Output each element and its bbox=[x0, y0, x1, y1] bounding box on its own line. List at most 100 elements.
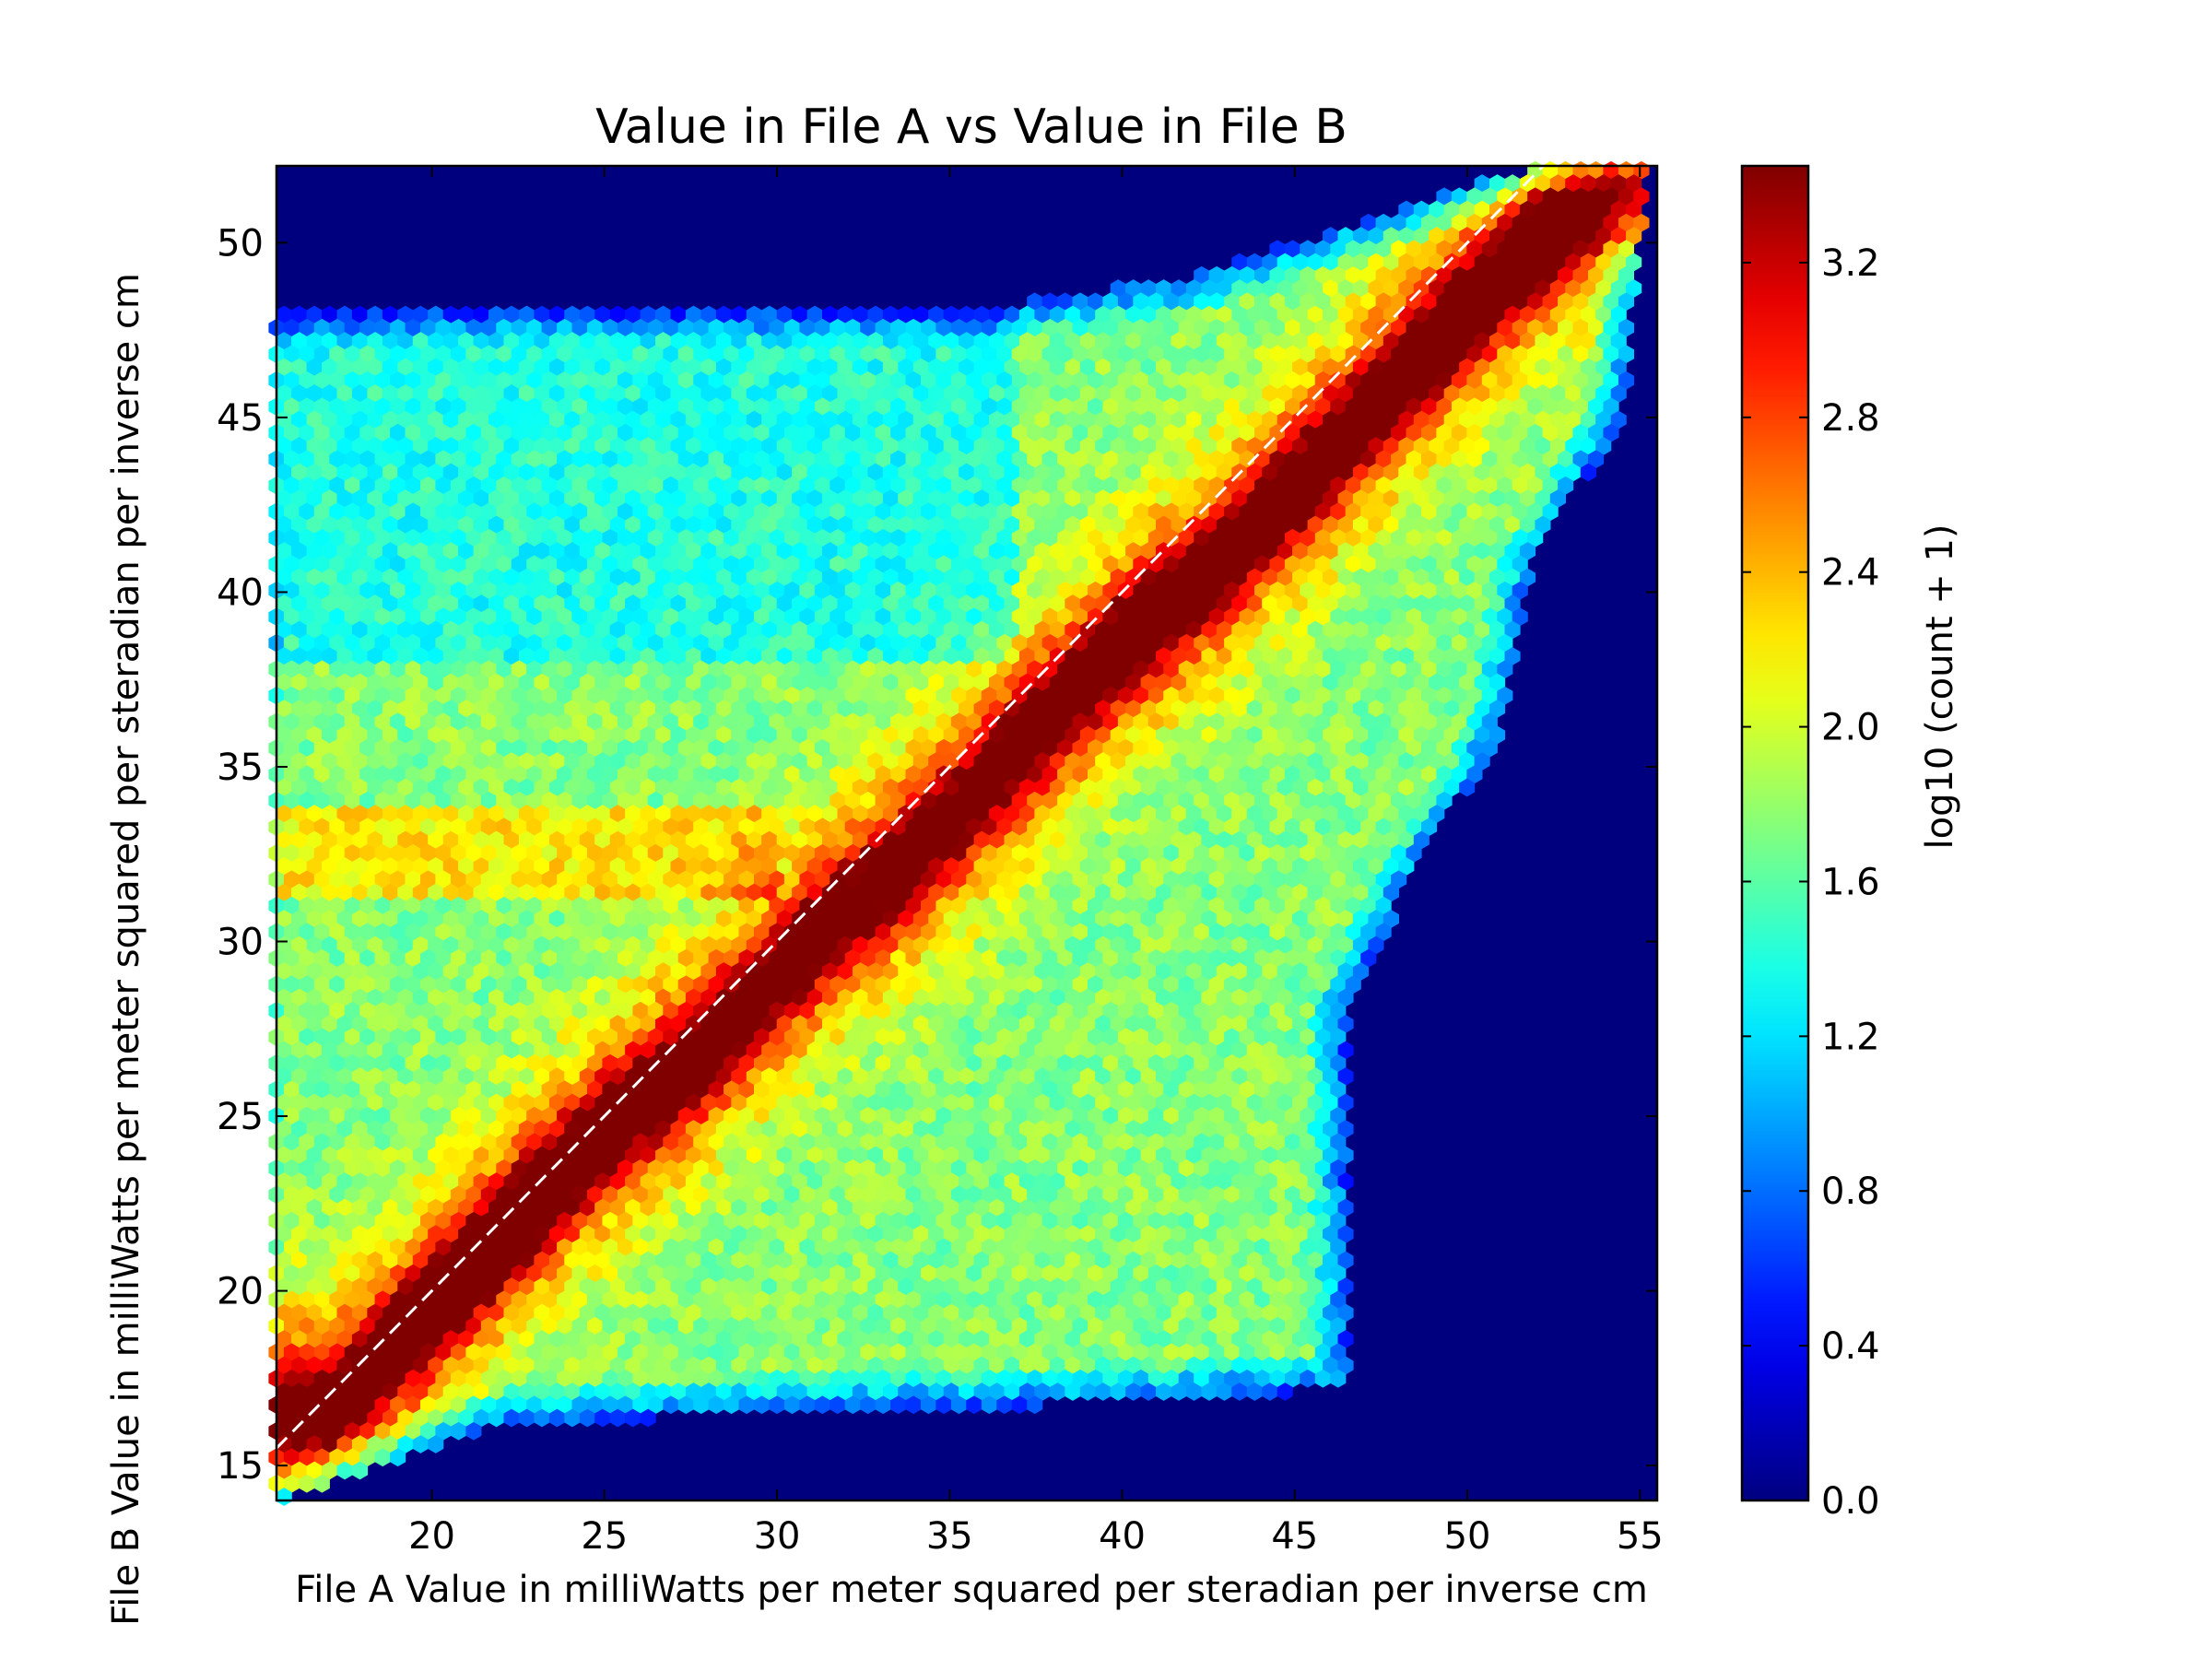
hex-cell bbox=[921, 476, 937, 495]
hex-cell bbox=[1300, 423, 1316, 442]
hex-cell bbox=[1406, 240, 1422, 259]
hex-cell bbox=[442, 384, 459, 403]
hex-cell bbox=[837, 437, 853, 455]
hex-cell bbox=[329, 397, 346, 417]
hex-cell bbox=[1527, 187, 1544, 206]
hex-cell bbox=[715, 489, 732, 508]
hex-cell bbox=[564, 384, 581, 403]
hex-cell bbox=[1300, 318, 1316, 337]
hex-cell bbox=[1208, 318, 1225, 337]
hex-cell bbox=[677, 423, 694, 442]
hex-cell bbox=[442, 410, 459, 429]
hex-cell bbox=[1542, 476, 1559, 495]
hex-cell bbox=[731, 410, 747, 429]
hex-cell bbox=[1549, 410, 1566, 429]
hex-cell bbox=[1072, 318, 1088, 337]
hex-cell bbox=[1618, 292, 1634, 312]
hex-cell bbox=[806, 437, 823, 455]
hex-cell bbox=[1368, 332, 1384, 350]
hex-cell bbox=[632, 476, 649, 495]
hex-cell bbox=[905, 371, 922, 390]
hex-cell bbox=[1269, 476, 1286, 495]
hex-cell bbox=[1474, 253, 1490, 272]
hex-cell bbox=[465, 397, 482, 417]
hex-cell bbox=[647, 476, 664, 495]
hex-cell bbox=[1398, 437, 1415, 455]
hex-cell bbox=[1382, 358, 1399, 377]
hex-cell bbox=[837, 305, 853, 324]
hex-cell bbox=[1254, 318, 1271, 337]
hex-cell bbox=[822, 305, 839, 324]
hex-cell bbox=[1171, 463, 1187, 482]
hex-cell bbox=[1429, 358, 1445, 377]
hex-cell bbox=[480, 450, 497, 469]
hex-cell bbox=[534, 305, 550, 324]
hex-cell bbox=[1375, 397, 1392, 417]
hex-cell bbox=[291, 332, 308, 350]
hex-cell bbox=[1421, 265, 1438, 285]
hex-cell bbox=[1323, 410, 1339, 429]
hex-cell bbox=[792, 489, 808, 508]
hex-cell bbox=[1345, 265, 1361, 285]
hex-cell bbox=[738, 476, 755, 495]
hex-cell bbox=[950, 397, 967, 417]
hex-cell bbox=[617, 397, 633, 417]
hex-cell bbox=[336, 332, 353, 350]
hex-cell bbox=[783, 450, 800, 469]
hex-cell bbox=[1527, 213, 1544, 232]
hex-cell bbox=[1307, 437, 1324, 455]
hex-cell bbox=[1421, 476, 1438, 495]
hex-cell bbox=[1481, 318, 1498, 337]
hex-cell bbox=[1262, 384, 1278, 403]
hex-cell bbox=[306, 489, 323, 508]
hex-cell bbox=[1535, 384, 1551, 403]
hex-cell bbox=[579, 305, 595, 324]
hex-cell bbox=[693, 450, 710, 469]
hex-cell bbox=[1254, 423, 1271, 442]
hex-cell bbox=[1231, 437, 1248, 455]
hex-cell bbox=[390, 318, 406, 337]
hex-cell bbox=[746, 463, 762, 482]
hex-cell bbox=[1481, 371, 1498, 390]
hex-cell bbox=[1072, 371, 1088, 390]
hex-cell bbox=[1588, 423, 1605, 442]
hex-cell bbox=[1459, 410, 1476, 429]
hex-cell bbox=[1088, 476, 1104, 495]
hex-cell bbox=[799, 423, 816, 442]
hex-cell bbox=[1072, 476, 1088, 495]
hex-cell bbox=[989, 410, 1006, 429]
hex-cell bbox=[541, 371, 558, 390]
hex-cell bbox=[1208, 371, 1225, 390]
hex-cell bbox=[1443, 253, 1460, 272]
hex-cell bbox=[541, 476, 558, 495]
hex-cell bbox=[837, 332, 853, 350]
hex-cell bbox=[1262, 437, 1278, 455]
hex-cell bbox=[526, 318, 543, 337]
hex-cell bbox=[351, 437, 369, 455]
hex-cell bbox=[1300, 240, 1316, 259]
hex-cell bbox=[830, 318, 846, 337]
hex-cell bbox=[534, 489, 550, 508]
hex-cell bbox=[746, 384, 762, 403]
hex-cell bbox=[1542, 345, 1559, 364]
hex-cell bbox=[299, 345, 315, 364]
hex-cell bbox=[1558, 371, 1574, 390]
hex-cell bbox=[571, 450, 588, 469]
hex-cell bbox=[746, 305, 762, 324]
hex-cell bbox=[1443, 227, 1460, 245]
hex-cell bbox=[670, 384, 687, 403]
hex-cell bbox=[625, 358, 641, 377]
hex-cell bbox=[306, 305, 323, 324]
hex-cell bbox=[1345, 423, 1361, 442]
hex-cell bbox=[1527, 423, 1544, 442]
hex-cell bbox=[1421, 345, 1438, 364]
hex-cell bbox=[1117, 423, 1134, 442]
hex-cell bbox=[1323, 305, 1339, 324]
hex-cell bbox=[1300, 371, 1316, 390]
hex-cell bbox=[1436, 371, 1453, 390]
hex-cell bbox=[1504, 384, 1521, 403]
hex-cell bbox=[1110, 332, 1126, 350]
hex-cell bbox=[1262, 332, 1278, 350]
hex-cell bbox=[1565, 174, 1582, 193]
hex-cell bbox=[480, 397, 497, 417]
